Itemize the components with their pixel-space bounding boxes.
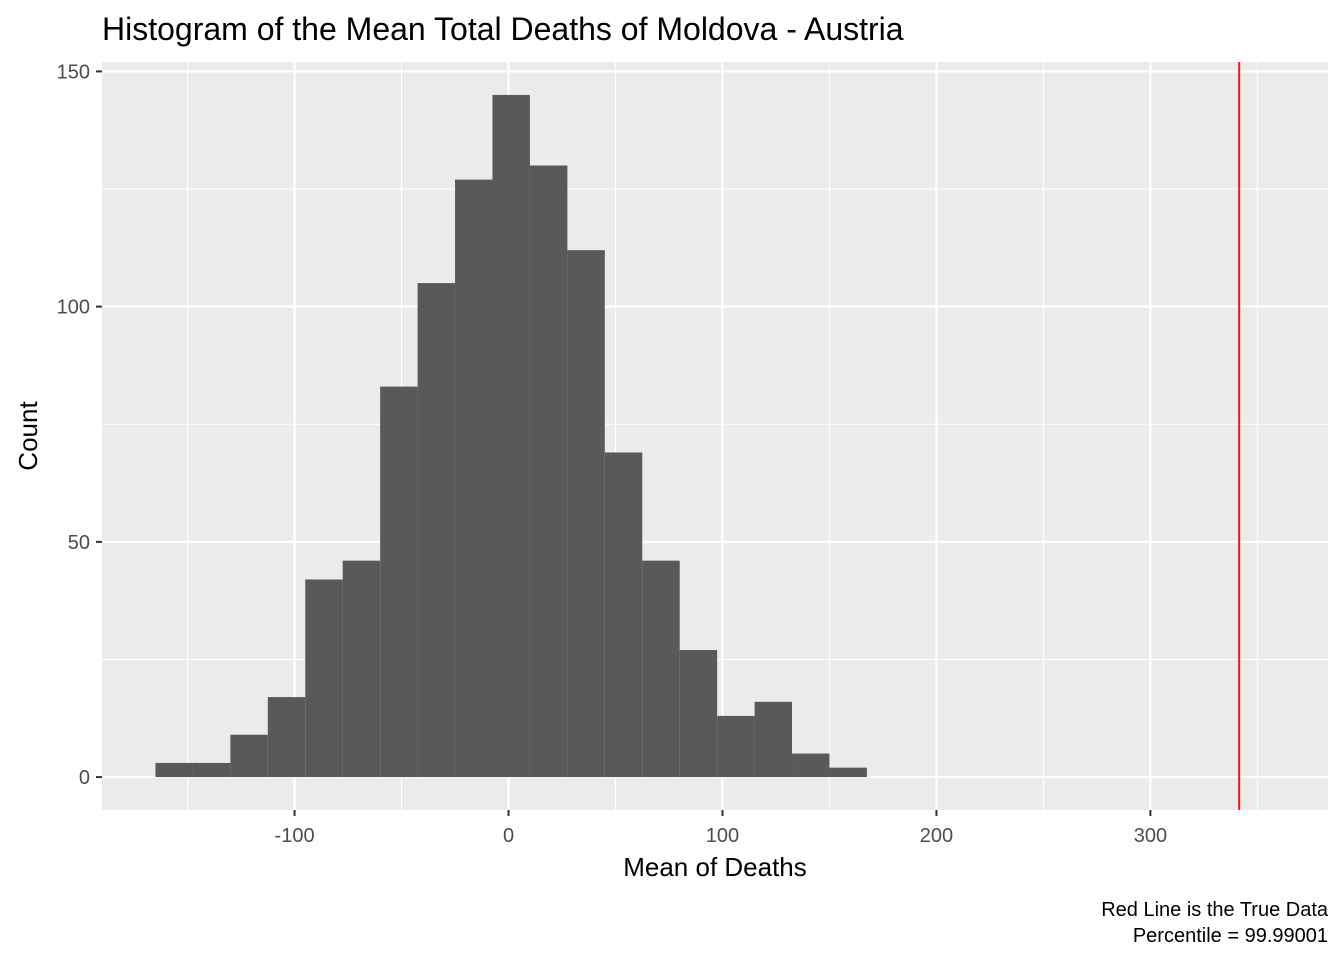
histogram-bar (529, 165, 568, 778)
histogram-bar (754, 701, 793, 778)
histogram-bar (492, 94, 530, 778)
x-tick-label: 200 (920, 825, 953, 847)
histogram-bar (155, 762, 193, 778)
y-axis-ticks: 0 50 100 150 (57, 61, 102, 789)
chart-title: Histogram of the Mean Total Deaths of Mo… (102, 11, 904, 47)
histogram-bar (717, 715, 755, 778)
histogram-bar (792, 753, 830, 778)
x-tick-label: 100 (706, 825, 739, 847)
caption-line-1: Red Line is the True Data (1101, 899, 1329, 921)
histogram-bar (604, 452, 643, 778)
y-tick-label: 0 (79, 767, 90, 789)
x-axis-title: Mean of Deaths (623, 852, 807, 882)
histogram-bar (342, 560, 381, 778)
y-axis-title: Count (13, 401, 43, 471)
x-tick-label: 0 (503, 825, 514, 847)
histogram-bar (417, 283, 456, 778)
histogram-bar (267, 697, 306, 778)
x-tick-label: -100 (275, 825, 315, 847)
histogram-bar (829, 767, 867, 778)
histogram-bar (567, 250, 605, 778)
x-axis-ticks: -100 0 100 200 300 (275, 810, 1167, 847)
histogram-bars (155, 94, 867, 778)
y-tick-label: 100 (57, 297, 90, 319)
histogram-bar (230, 734, 268, 778)
histogram-bar (380, 386, 418, 778)
histogram-bar (679, 650, 718, 778)
y-tick-label: 50 (68, 532, 90, 554)
x-tick-label: 300 (1134, 825, 1167, 847)
histogram-bar (455, 179, 493, 778)
y-tick-label: 150 (57, 61, 90, 83)
histogram-bar (642, 560, 680, 778)
caption-line-2: Percentile = 99.99001 (1133, 925, 1328, 947)
histogram-bar (305, 579, 343, 778)
histogram-bar (192, 762, 231, 778)
